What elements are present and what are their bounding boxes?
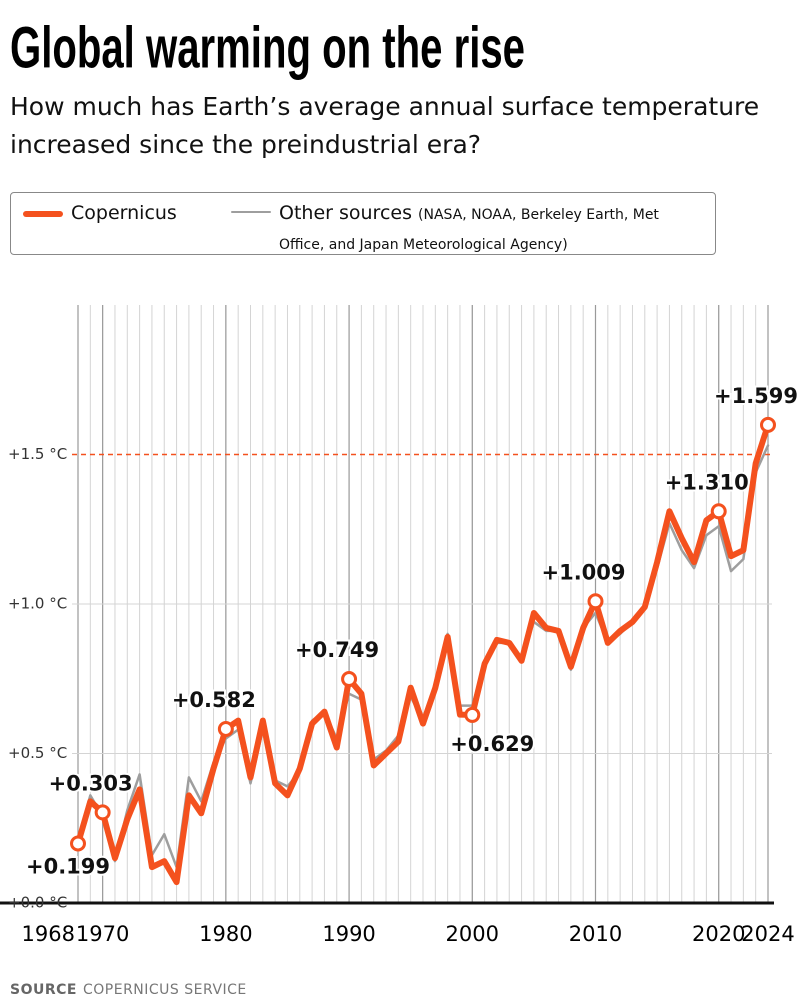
- x-tick-label: 1990: [322, 922, 375, 946]
- data-point: [70, 835, 86, 852]
- data-label: +1.599: [714, 384, 798, 408]
- data-label: +1.009: [541, 560, 625, 584]
- data-label: +1.310: [665, 470, 749, 494]
- y-tick-label: +0.5 °C: [8, 744, 67, 762]
- source: SOURCE COPERNICUS SERVICE: [10, 982, 247, 998]
- data-point: [94, 804, 111, 821]
- legend-item: Other sources (NASA, NOAA, Berkeley Eart…: [231, 199, 681, 259]
- x-tick-label: 2024: [741, 922, 794, 946]
- y-tick-label: +0.0 °C: [8, 894, 67, 912]
- legend-note: (NASA, NOAA, Berkeley Earth, Met Office,…: [279, 207, 659, 253]
- legend-swatch: [23, 211, 63, 217]
- chart-title: Global warming on the rise: [10, 15, 525, 80]
- y-tick-label: +1.5 °C: [8, 445, 67, 463]
- x-tick-label: 1970: [76, 922, 129, 946]
- legend-text: Other sources (NASA, NOAA, Berkeley Eart…: [279, 199, 681, 259]
- legend-item: Copernicus: [23, 199, 177, 227]
- legend: Copernicus Other sources (NASA, NOAA, Ber…: [10, 192, 716, 255]
- y-tick-label: +1.0 °C: [8, 595, 67, 613]
- data-label: +0.629: [450, 732, 534, 756]
- legend-swatch: [231, 211, 271, 213]
- x-tick-label: 2010: [569, 922, 622, 946]
- title-area: Global warming on the rise: [10, 15, 525, 80]
- data-point: [217, 720, 234, 737]
- series-line: [75, 421, 771, 886]
- data-point: [710, 503, 727, 520]
- data-label: +0.749: [295, 638, 379, 662]
- legend-label: Copernicus: [71, 202, 177, 224]
- source-label: SOURCE: [10, 982, 77, 998]
- data-label: +0.582: [172, 688, 256, 712]
- legend-label: Other sources: [279, 202, 412, 224]
- data-label: +0.303: [49, 771, 133, 795]
- x-tick-label: 1968: [22, 922, 75, 946]
- x-tick-label: 2000: [446, 922, 499, 946]
- data-label: +0.199: [26, 854, 110, 878]
- source-text: COPERNICUS SERVICE: [82, 982, 247, 998]
- x-tick-label: 1980: [199, 922, 252, 946]
- data-point: [760, 416, 776, 433]
- legend-text: Copernicus: [71, 199, 177, 227]
- data-point: [587, 593, 604, 610]
- subtitle: How much has Earth’s average annual surf…: [10, 92, 760, 159]
- x-tick-label: 2020: [692, 922, 745, 946]
- data-point: [341, 671, 358, 688]
- data-point: [464, 706, 481, 723]
